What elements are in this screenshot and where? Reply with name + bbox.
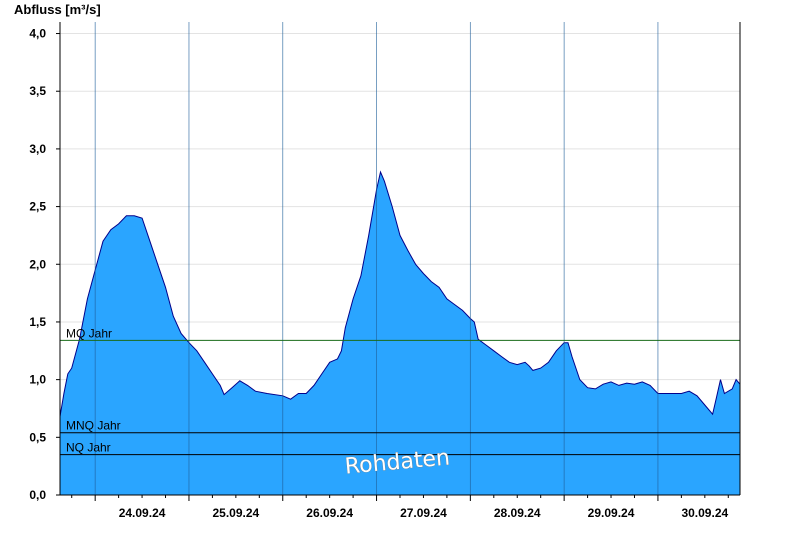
y-tick-label-0: 0,0 <box>29 488 46 502</box>
x-tick-label-4: 28.09.24 <box>494 506 541 520</box>
y-axis-title: Abfluss [m³/s] <box>14 2 101 17</box>
ref-label-1: MNQ Jahr <box>66 419 121 433</box>
x-tick-label-6: 30.09.24 <box>681 506 728 520</box>
y-tick-label-2: 1,0 <box>29 373 46 387</box>
x-tick-label-2: 26.09.24 <box>306 506 353 520</box>
ref-label-2: NQ Jahr <box>66 441 111 455</box>
y-axis-ticks: 0,0 0,5 1,0 1,5 2,0 2,5 3,0 3,5 4,0 <box>29 27 60 502</box>
y-tick-label-4: 2,0 <box>29 257 46 271</box>
y-tick-label-5: 2,5 <box>29 200 46 214</box>
x-axis-ticks: 24.09.24 25.09.24 26.09.24 27.09.24 28.09.24… <box>71 495 729 520</box>
x-tick-label-0: 24.09.24 <box>119 506 166 520</box>
x-tick-label-3: 27.09.24 <box>400 506 447 520</box>
x-tick-label-1: 25.09.24 <box>213 506 260 520</box>
x-tick-label-5: 29.09.24 <box>588 506 635 520</box>
y-tick-label-8: 4,0 <box>29 27 46 41</box>
discharge-area <box>60 172 740 495</box>
day-boundary-lines <box>94 22 659 495</box>
ref-label-0: MQ Jahr <box>66 326 112 340</box>
y-tick-label-7: 3,5 <box>29 84 46 98</box>
y-tick-label-6: 3,0 <box>29 142 46 156</box>
y-tick-label-1: 0,5 <box>29 430 46 444</box>
y-tick-label-3: 1,5 <box>29 315 46 329</box>
reference-lines: MQ Jahr MNQ Jahr NQ Jahr <box>60 326 740 456</box>
discharge-line <box>59 170 741 417</box>
